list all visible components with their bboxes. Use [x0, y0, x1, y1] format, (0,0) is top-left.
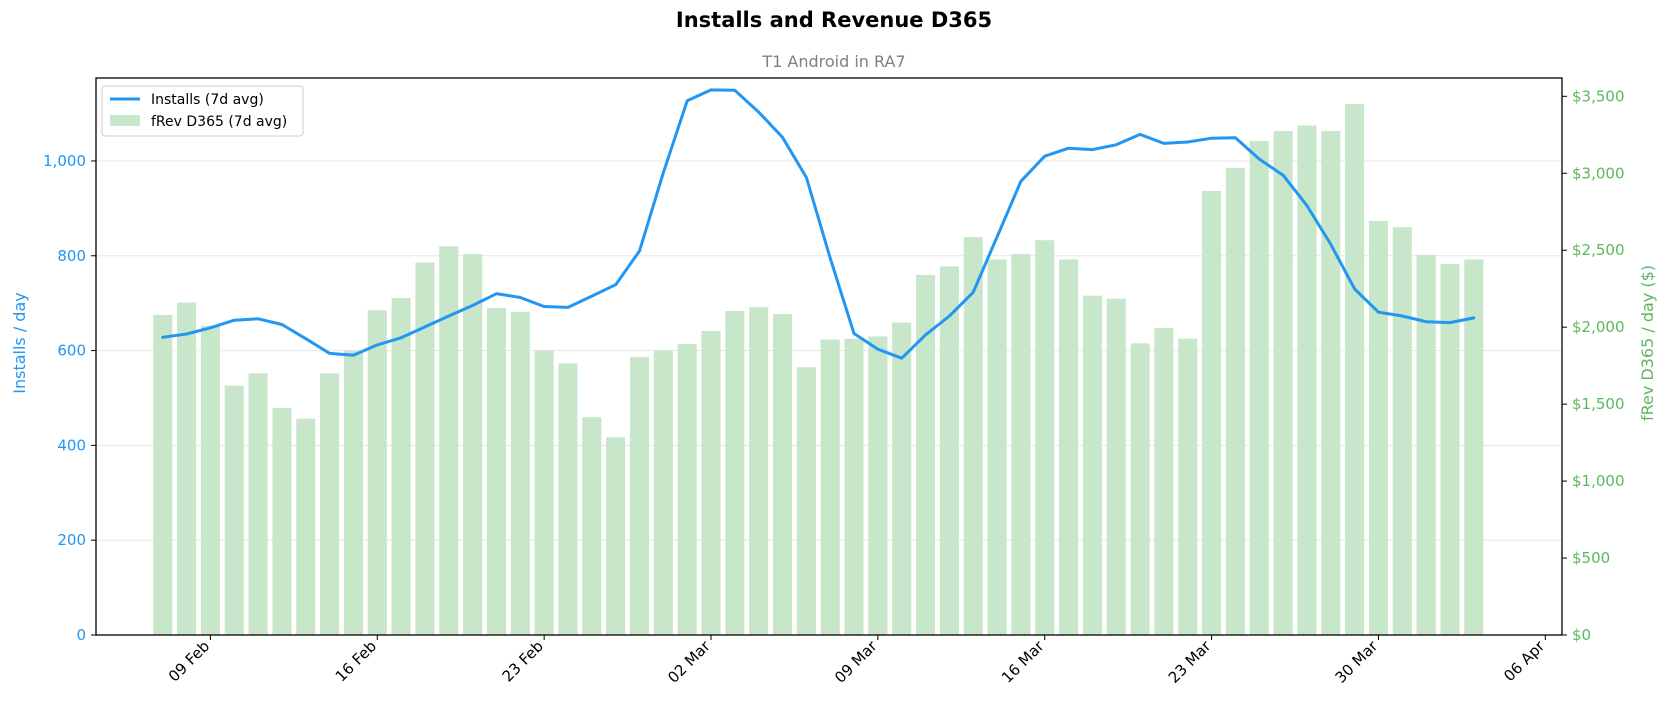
left-axis: 0 200 400 600 800 1,000 — [43, 152, 96, 644]
legend-revenue-label: fRev D365 (7d avg) — [151, 114, 287, 130]
right-axis: $0 $500 $1,000 $1,500 $2,000 $2,500 $3,000 $3,5… — [1562, 87, 1625, 644]
left-tick-label: 1,000 — [43, 152, 86, 170]
installs-line — [161, 88, 1476, 360]
right-tick-label: $1,500 — [1572, 395, 1625, 413]
revenue-bar — [987, 259, 1007, 635]
right-tick-label: $3,500 — [1572, 87, 1625, 105]
revenue-bar — [248, 373, 268, 635]
x-tick-label: 09 Mar — [831, 637, 881, 687]
legend-installs-label: Installs (7d avg) — [151, 92, 264, 108]
revenue-bar — [486, 307, 507, 635]
revenue-bar — [725, 311, 745, 635]
revenue-bar — [177, 302, 197, 635]
revenue-bar — [463, 254, 483, 636]
revenue-bar — [534, 350, 554, 635]
revenue-bar — [677, 344, 697, 635]
revenue-bar — [1035, 240, 1055, 635]
right-tick-label: $3,000 — [1572, 164, 1625, 182]
revenue-bar — [1368, 220, 1388, 636]
revenue-bar — [582, 417, 602, 635]
x-tick-label: 09 Feb — [165, 637, 213, 685]
revenue-bar — [772, 314, 793, 635]
revenue-bar — [415, 262, 435, 635]
revenue-bar — [320, 373, 340, 635]
x-axis: 09 Feb 16 Feb 23 Feb 02 Mar 09 Mar 16 Mar 23 M… — [165, 635, 1549, 687]
left-tick-label: 400 — [57, 436, 86, 454]
revenue-bar — [1225, 167, 1245, 635]
x-tick-label: 30 Mar — [1332, 637, 1382, 687]
left-tick-label: 800 — [57, 247, 86, 265]
revenue-bar — [868, 336, 888, 635]
revenue-bar — [1345, 104, 1365, 636]
right-tick-label: $1,000 — [1572, 472, 1625, 490]
revenue-bar — [963, 237, 983, 635]
right-tick-label: $500 — [1572, 549, 1610, 567]
left-tick-label: 0 — [76, 626, 86, 644]
plot-frame — [95, 77, 1563, 636]
revenue-bar — [1464, 259, 1484, 635]
right-tick-label: $0 — [1572, 626, 1591, 644]
x-tick-label: 23 Mar — [1165, 637, 1215, 687]
revenue-bar — [629, 357, 650, 635]
y-axis-label-right: fRev D365 / day ($) — [1638, 265, 1657, 421]
revenue-bar — [1297, 125, 1317, 635]
revenue-bar — [200, 325, 220, 635]
revenue-bar — [510, 311, 530, 635]
revenue-bar — [224, 385, 244, 635]
revenue-bar — [939, 266, 959, 635]
revenue-bar — [892, 322, 912, 635]
left-tick-label: 200 — [57, 531, 86, 549]
revenue-bar — [749, 307, 769, 635]
revenue-bar — [1416, 254, 1436, 635]
revenue-bar — [1392, 227, 1412, 635]
revenue-bar — [1273, 130, 1293, 635]
legend: Installs (7d avg) fRev D365 (7d avg) — [101, 85, 304, 137]
revenue-bar — [1202, 190, 1222, 635]
revenue-bar — [1106, 298, 1126, 635]
revenue-bar — [153, 314, 173, 635]
revenue-bar — [820, 339, 840, 635]
revenue-bar — [367, 310, 387, 635]
revenue-bar — [439, 246, 459, 636]
revenue-bar — [1440, 264, 1460, 635]
installs-line-group — [161, 88, 1476, 360]
revenue-bar — [1249, 140, 1269, 635]
x-tick-label: 16 Feb — [332, 637, 380, 685]
legend-revenue-swatch — [110, 115, 140, 126]
legend-box — [101, 85, 304, 137]
revenue-bar — [391, 297, 411, 635]
chart-subtitle: T1 Android in RA7 — [762, 52, 906, 71]
x-tick-label: 16 Mar — [998, 637, 1048, 687]
x-tick-label: 06 Apr — [1500, 637, 1549, 686]
revenue-bar — [343, 350, 363, 635]
revenue-bar — [1082, 295, 1102, 635]
revenue-bar — [1154, 327, 1174, 635]
revenue-bar — [1178, 338, 1198, 635]
chart-title: Installs and Revenue D365 — [675, 8, 993, 32]
x-tick-label: 23 Feb — [499, 637, 547, 685]
revenue-bar — [916, 274, 936, 635]
revenue-bar — [1011, 254, 1031, 636]
revenue-bars — [153, 104, 1484, 636]
revenue-bar — [606, 437, 626, 635]
revenue-bar — [701, 331, 721, 635]
revenue-bar — [272, 407, 292, 635]
revenue-bar — [296, 418, 316, 635]
right-tick-label: $2,000 — [1572, 318, 1625, 336]
left-tick-label: 600 — [57, 342, 86, 360]
revenue-bar — [558, 363, 578, 635]
revenue-bar — [653, 350, 673, 635]
revenue-bar — [1321, 130, 1341, 635]
revenue-bar — [796, 367, 816, 635]
revenue-bar — [1130, 343, 1150, 635]
y-axis-label-left: Installs / day — [10, 292, 29, 394]
x-tick-label: 02 Mar — [664, 637, 714, 687]
revenue-bar — [844, 338, 864, 635]
right-tick-label: $2,500 — [1572, 241, 1625, 259]
revenue-bar — [1059, 259, 1079, 635]
